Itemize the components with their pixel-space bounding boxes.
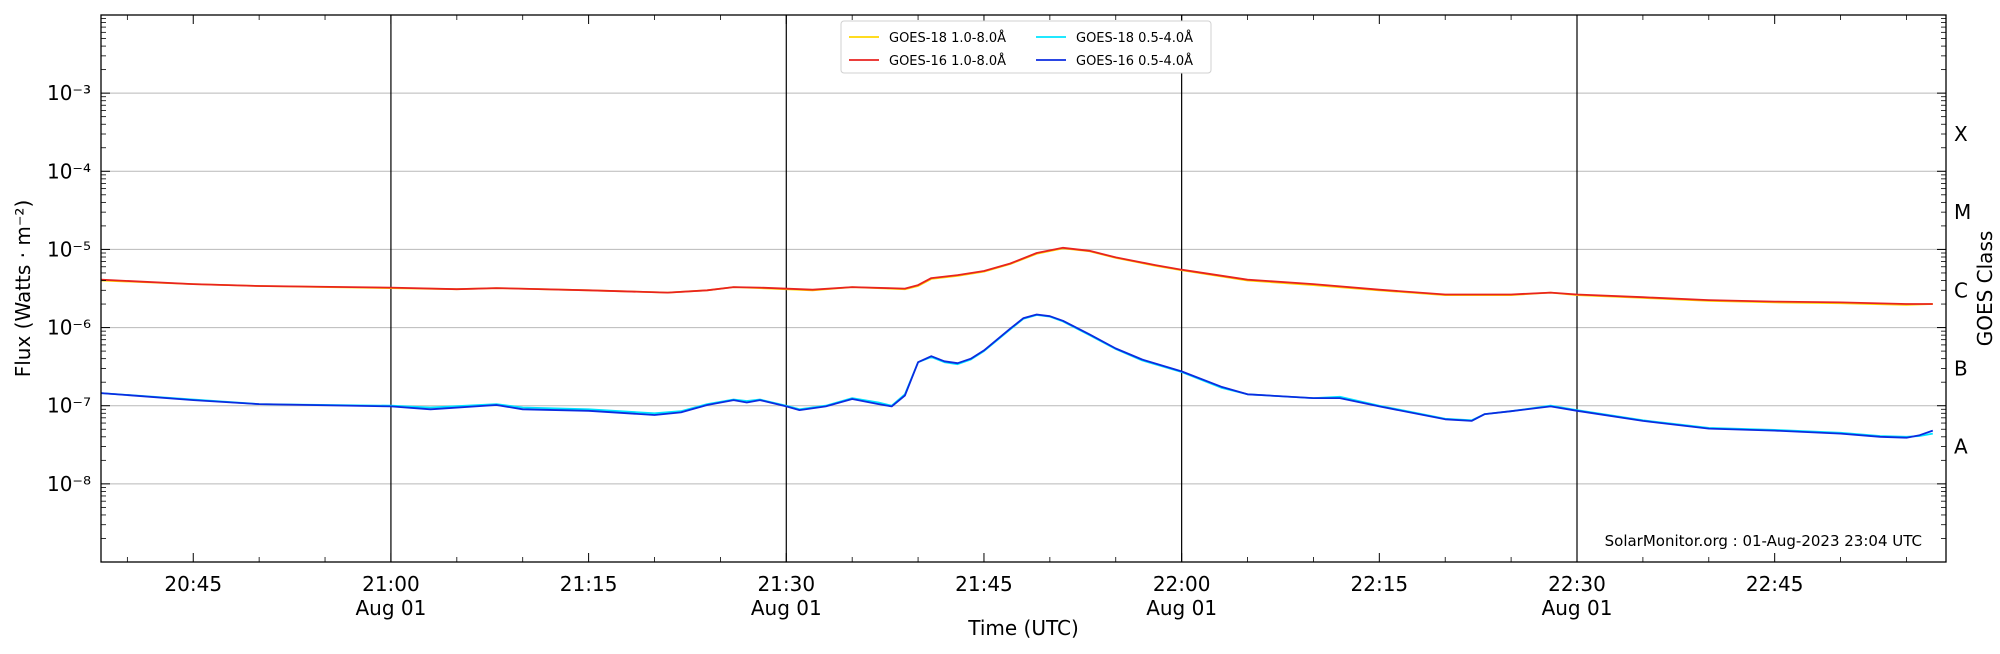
legend-item-0[interactable]: GOES-18 1.0-8.0Å [849, 30, 1006, 46]
x-tick-sublabel-5: Aug 01 [1146, 596, 1217, 620]
goes-class-label-C: C [1954, 278, 1968, 302]
x-tick-label-5: 22:00 [1153, 572, 1211, 596]
series-layer [100, 246, 1934, 439]
credit-text: SolarMonitor.org : 01-Aug-2023 23:04 UTC [1605, 532, 1922, 550]
y-tick-label-2: 10⁻⁶ [47, 316, 91, 340]
legend-label-3: GOES-16 0.5-4.0Å [1076, 53, 1193, 69]
series-line-2 [100, 246, 1933, 305]
x-tick-label-4: 21:45 [955, 572, 1013, 596]
y-tick-label-3: 10⁻⁵ [47, 237, 91, 261]
legend-label-2: GOES-16 1.0-8.0Å [889, 53, 1006, 69]
goes-class-label-B: B [1954, 356, 1968, 380]
legend-item-3[interactable]: GOES-16 0.5-4.0Å [1036, 53, 1193, 69]
x-tick-sublabel-3: Aug 01 [751, 596, 822, 620]
x-tick-sublabel-1: Aug 01 [355, 596, 426, 620]
y-tick-label-4: 10⁻⁴ [47, 159, 91, 183]
series-line-0 [100, 247, 1933, 306]
series-line-1 [100, 314, 1933, 438]
legend-item-1[interactable]: GOES-18 0.5-4.0Å [1036, 30, 1193, 46]
x-tick-sublabel-7: Aug 01 [1542, 596, 1613, 620]
goes-class-label-M: M [1954, 200, 1971, 224]
plot-frame [100, 14, 1947, 563]
x-tick-label-3: 21:30 [757, 572, 815, 596]
x-tick-label-2: 21:15 [560, 572, 618, 596]
goes-class-axis: A B C M X [1954, 122, 1971, 459]
goes-class-label-A: A [1954, 435, 1968, 459]
legend-label-0: GOES-18 1.0-8.0Å [889, 30, 1006, 46]
goes-class-label-X: X [1954, 122, 1968, 146]
x-tick-label-1: 21:00 [362, 572, 420, 596]
x-tick-label-0: 20:45 [164, 572, 222, 596]
right-axis-title: GOES Class [1973, 231, 1997, 347]
legend-label-1: GOES-18 0.5-4.0Å [1076, 30, 1193, 46]
series-line-3 [100, 313, 1934, 439]
x-tick-label-6: 22:15 [1351, 572, 1409, 596]
legend-item-2[interactable]: GOES-16 1.0-8.0Å [849, 53, 1006, 69]
x-tick-label-7: 22:30 [1548, 572, 1606, 596]
vertical-markers [390, 15, 1578, 562]
x-tick-label-8: 22:45 [1746, 572, 1804, 596]
y-tick-label-5: 10⁻³ [47, 81, 91, 105]
y-tick-label-1: 10⁻⁷ [47, 394, 91, 418]
y-axis-title: Flux (Watts · m⁻²) [11, 200, 35, 378]
legend-box [840, 20, 1212, 74]
x-axis-title: Time (UTC) [967, 616, 1079, 640]
y-tick-label-0: 10⁻⁸ [47, 472, 91, 496]
legend[interactable]: GOES-18 1.0-8.0Å GOES-18 0.5-4.0Å GOES-16 … [840, 20, 1212, 74]
